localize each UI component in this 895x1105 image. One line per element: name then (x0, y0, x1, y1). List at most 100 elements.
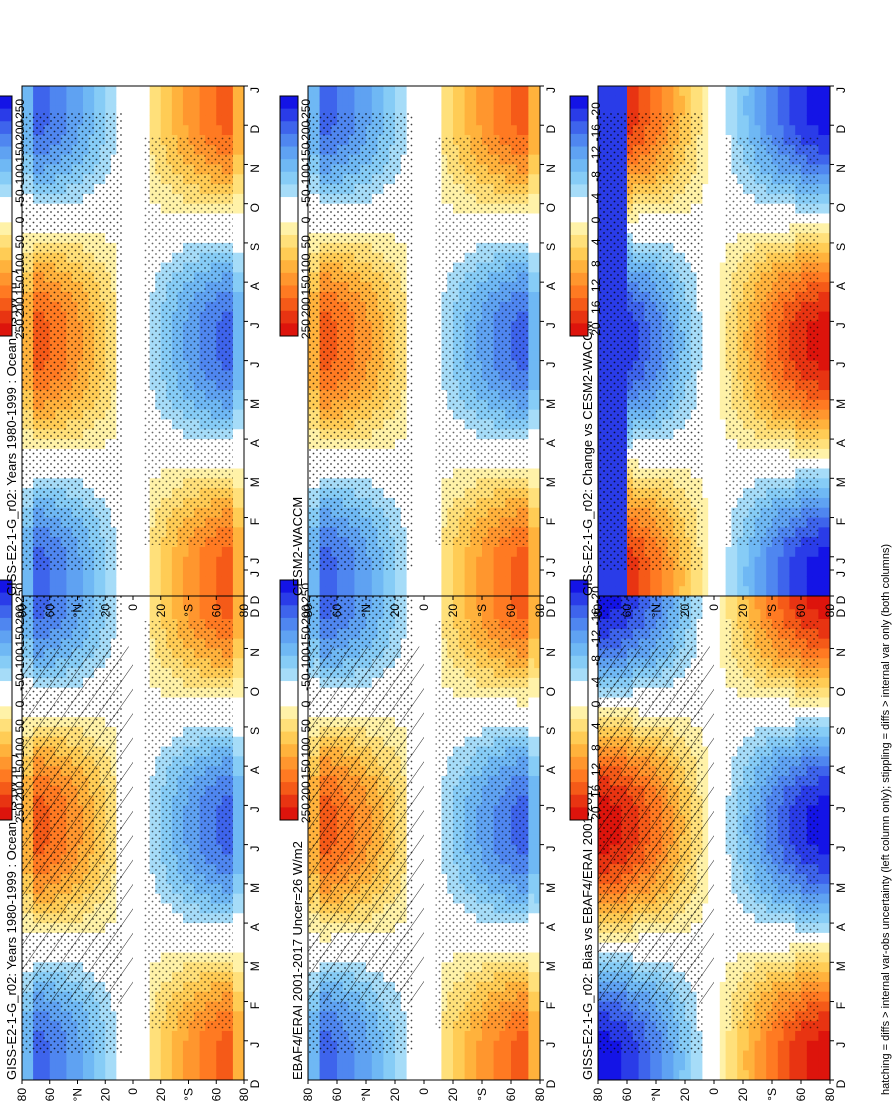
heatmap-cell (482, 1050, 489, 1061)
heatmap-cell (27, 1050, 34, 1061)
colorbar-swatch (0, 605, 12, 619)
heatmap-cell (371, 1060, 378, 1071)
heatmap-cell (493, 1050, 500, 1061)
heatmap-cell (238, 736, 245, 747)
heatmap-cell (232, 1040, 239, 1051)
x-tick-label: M (544, 961, 558, 971)
heatmap-cell (458, 1040, 465, 1051)
heatmap-cell (133, 923, 139, 934)
heatmap-cell (177, 599, 184, 610)
heatmap-cell (238, 668, 245, 679)
heatmap-cell (429, 962, 436, 973)
heatmap-cell (133, 619, 139, 630)
heatmap-cell (177, 1030, 184, 1042)
heatmap-cell (232, 599, 239, 610)
heatmap-cell (49, 1060, 56, 1071)
heatmap-cell (133, 766, 139, 777)
heatmap-cell (22, 1050, 28, 1061)
heatmap-cell (238, 1070, 245, 1081)
colorbar-swatch (0, 630, 12, 644)
colorbar-tick-label: 200 (13, 781, 27, 801)
heatmap-cell (171, 599, 178, 610)
heatmap-cell (160, 1030, 167, 1042)
heatmap-cell (127, 599, 134, 610)
heatmap-cell (144, 1040, 151, 1051)
heatmap-cell (138, 697, 145, 708)
heatmap-cell (395, 1060, 402, 1071)
heatmap-cell (171, 1040, 178, 1051)
y-tick-label: 0 (417, 1088, 431, 1095)
heatmap-cell (199, 1070, 206, 1081)
heatmap-cell (453, 609, 460, 620)
heatmap-cell (138, 1060, 145, 1071)
heatmap-cell (238, 844, 245, 855)
heatmap-cell (88, 1060, 95, 1071)
heatmap-cell (238, 717, 245, 728)
heatmap-cell (133, 628, 139, 640)
heatmap-cell (534, 834, 541, 846)
colorbar-frame (279, 579, 299, 821)
heatmap-cell (429, 874, 436, 885)
heatmap-cell (238, 609, 245, 620)
heatmap-cell (429, 815, 436, 826)
colorbar-tick-label: 100 (13, 737, 27, 757)
y-tick-label: 60 (504, 1088, 518, 1102)
heatmap-cell (22, 1060, 28, 1071)
heatmap-cell (493, 1040, 500, 1051)
heatmap-cell (216, 609, 223, 620)
x-tick-label: M (248, 961, 262, 971)
heatmap-cell (210, 1050, 217, 1061)
heatmap-cell (528, 1070, 535, 1081)
heatmap-cell (424, 1070, 431, 1081)
heatmap-cell (160, 1040, 167, 1051)
heatmap-cell (337, 1070, 344, 1081)
heatmap-cell (638, 1050, 645, 1061)
heatmap-cell (133, 668, 139, 679)
heatmap-cell (470, 1060, 477, 1071)
heatmap-cell (177, 1070, 184, 1081)
heatmap-cell (470, 599, 477, 610)
heatmap-cell (418, 1050, 425, 1061)
colorbar-swatch (280, 706, 298, 720)
heatmap-cell (464, 1050, 471, 1061)
heatmap-cell (458, 1030, 465, 1042)
heatmap-cell (308, 1050, 315, 1061)
heatmap-cell (476, 1050, 483, 1061)
heatmap-cell (476, 1040, 483, 1051)
heatmap-cell (337, 1050, 344, 1061)
heatmap-cell (133, 736, 139, 747)
heatmap-cell (424, 844, 431, 855)
heatmap-cell (656, 1050, 663, 1061)
heatmap-cell (33, 1060, 40, 1071)
heatmap-cell (627, 1060, 634, 1071)
heatmap-cell (44, 1060, 51, 1071)
heatmap-cell (429, 844, 436, 855)
heatmap-cell (238, 1001, 245, 1012)
heatmap-cell (166, 1070, 173, 1081)
heatmap-cell (138, 609, 145, 620)
heatmap-cell (528, 962, 535, 973)
heatmap-cell (522, 1060, 529, 1071)
heatmap-cell (71, 1060, 78, 1071)
heatmap-cell (453, 1060, 460, 1071)
heatmap-cell (138, 874, 145, 885)
heatmap-cell (133, 952, 139, 963)
heatmap-cell (205, 599, 212, 610)
heatmap-cell (238, 707, 245, 718)
heatmap-cell (534, 991, 541, 1002)
heatmap-cell (656, 1060, 663, 1071)
x-tick-label: N (544, 648, 558, 657)
heatmap-cell (534, 825, 541, 836)
heatmap-cell (528, 854, 535, 865)
heatmap-cell (534, 903, 541, 914)
x-tick-label: J (544, 846, 558, 852)
heatmap-cell (534, 805, 541, 816)
heatmap-cell (534, 923, 541, 934)
heatmap-cell (493, 1030, 500, 1042)
stippling-overlay (144, 621, 233, 1029)
heatmap-cell (232, 619, 239, 630)
heatmap-cell (534, 648, 541, 659)
heatmap-cell (424, 648, 431, 659)
heatmap-cell (83, 1050, 89, 1061)
